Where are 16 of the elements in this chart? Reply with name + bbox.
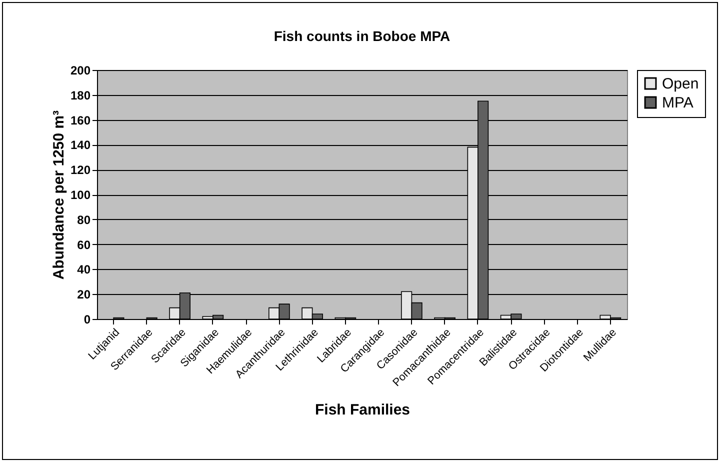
legend-label: MPA — [662, 94, 694, 112]
chart-title: Fish counts in Boboe MPA — [274, 28, 450, 44]
y-tick-label: 40 — [77, 262, 91, 277]
y-axis-title: Abundance per 1250 m³ — [50, 110, 68, 280]
y-tick-label: 180 — [70, 88, 91, 102]
y-tick-label: 140 — [70, 138, 91, 152]
y-tick-label: 200 — [70, 64, 91, 78]
y-tick-label: 160 — [70, 113, 91, 128]
x-axis-title: Fish Families — [314, 401, 410, 418]
y-tick-label: 20 — [77, 288, 91, 302]
y-tick-label: 120 — [70, 163, 91, 178]
legend-label: Open — [662, 76, 699, 92]
y-tick-label: 0 — [84, 312, 91, 326]
y-tick-label: 60 — [77, 238, 91, 252]
y-tick-label: 100 — [70, 188, 91, 202]
y-tick-label: 80 — [77, 212, 91, 227]
